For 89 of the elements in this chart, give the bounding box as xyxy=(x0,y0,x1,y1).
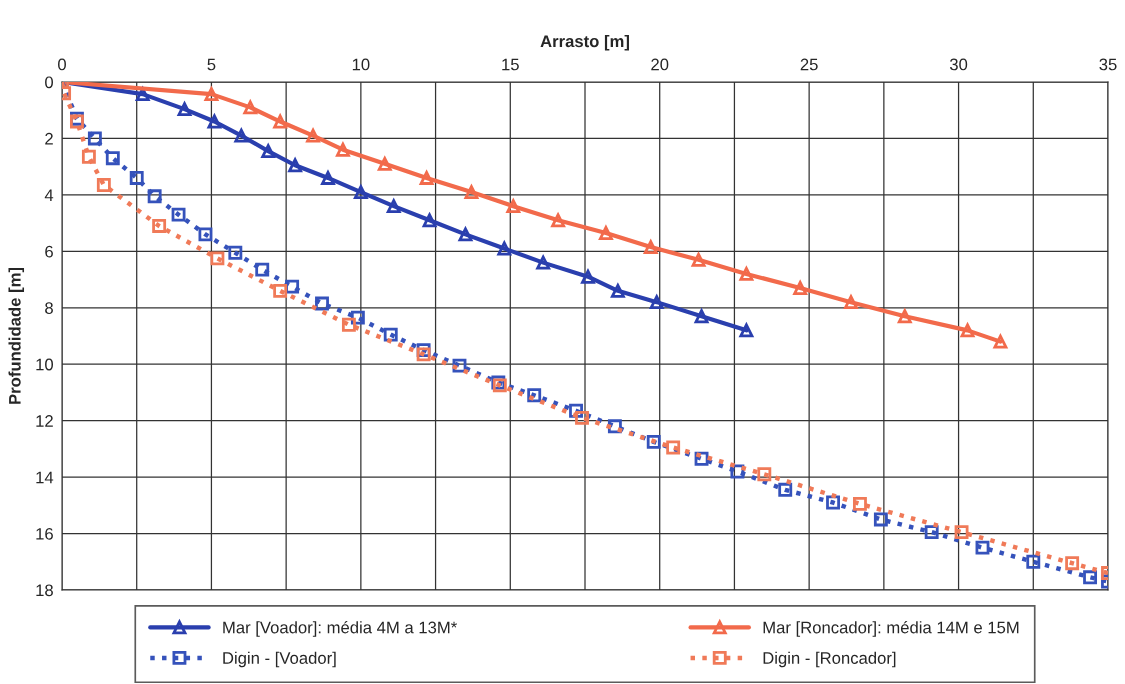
point xyxy=(198,227,213,242)
point xyxy=(646,434,661,449)
point xyxy=(321,171,335,185)
y-tick-label: 16 xyxy=(36,527,53,540)
point xyxy=(975,540,990,555)
point xyxy=(757,467,772,482)
point xyxy=(691,252,706,267)
point xyxy=(610,283,625,298)
point xyxy=(96,178,111,192)
point xyxy=(273,283,288,298)
point xyxy=(506,199,521,214)
point xyxy=(422,213,437,228)
point xyxy=(844,295,858,310)
legend-label: Mar [Voador]: média 4M a 13M* xyxy=(223,620,457,637)
point xyxy=(177,102,192,117)
point xyxy=(778,482,793,497)
point xyxy=(853,496,867,511)
x-tick-label: 30 xyxy=(949,58,968,71)
y-axis-title: Profundidade [m] xyxy=(8,267,25,404)
point xyxy=(897,309,912,324)
y-tick-label: 0 xyxy=(45,76,54,89)
x-tick-label: 0 xyxy=(58,58,66,71)
point xyxy=(81,149,96,164)
y-tick-label: 12 xyxy=(36,415,53,427)
point xyxy=(581,269,595,284)
x-tick-label: 35 xyxy=(1099,58,1117,71)
y-tick-label: 6 xyxy=(45,245,53,258)
point xyxy=(416,347,431,362)
x-tick-label: 20 xyxy=(651,58,669,71)
point xyxy=(234,128,249,143)
point xyxy=(643,240,658,255)
point xyxy=(152,218,167,233)
point xyxy=(419,171,434,185)
point xyxy=(496,239,512,256)
point xyxy=(341,317,356,332)
y-tick-label: 2 xyxy=(45,132,53,145)
y-tick-label: 8 xyxy=(45,302,53,314)
point xyxy=(306,128,320,143)
point xyxy=(206,112,223,129)
point xyxy=(353,185,368,200)
legend-label: Digin - [Roncador] xyxy=(763,651,896,668)
y-tick-label: 18 xyxy=(36,584,53,597)
point xyxy=(1026,554,1041,569)
point xyxy=(210,251,225,266)
point xyxy=(1065,556,1080,571)
point xyxy=(464,185,479,200)
point xyxy=(993,334,1008,349)
point xyxy=(315,296,329,311)
x-tick-label: 25 xyxy=(800,58,818,71)
point xyxy=(377,156,392,171)
point xyxy=(288,158,303,173)
point xyxy=(575,410,589,425)
point xyxy=(954,525,969,540)
point xyxy=(243,100,258,115)
point xyxy=(255,262,270,277)
x-tick-label: 5 xyxy=(207,58,216,71)
point xyxy=(527,388,542,403)
point xyxy=(666,440,681,455)
legend-label: Digin - [Voador] xyxy=(223,651,336,668)
point xyxy=(87,131,102,146)
point xyxy=(228,245,243,260)
point xyxy=(1083,570,1098,585)
point xyxy=(105,151,120,166)
legend-label: Mar [Roncador]: média 14M e 15M xyxy=(763,620,1019,637)
point xyxy=(873,512,888,527)
point xyxy=(335,142,350,157)
x-tick-label: 10 xyxy=(352,58,370,71)
point xyxy=(960,323,975,338)
point xyxy=(147,189,162,204)
point xyxy=(536,255,551,270)
y-tick-label: 14 xyxy=(36,471,54,484)
point xyxy=(551,213,566,228)
x-axis-title: Arrasto [m] xyxy=(540,34,629,51)
point xyxy=(739,323,754,338)
point xyxy=(386,199,401,214)
point xyxy=(129,171,144,185)
x-tick-label: 15 xyxy=(502,58,519,71)
point xyxy=(204,87,219,102)
point xyxy=(273,114,288,129)
point xyxy=(793,281,808,295)
y-tick-label: 4 xyxy=(44,189,54,201)
point xyxy=(171,207,186,222)
point xyxy=(598,226,613,240)
point xyxy=(261,144,276,159)
point xyxy=(739,266,754,281)
y-tick-label: 10 xyxy=(36,358,54,371)
point xyxy=(458,227,473,242)
point xyxy=(694,309,709,324)
point xyxy=(649,295,664,310)
